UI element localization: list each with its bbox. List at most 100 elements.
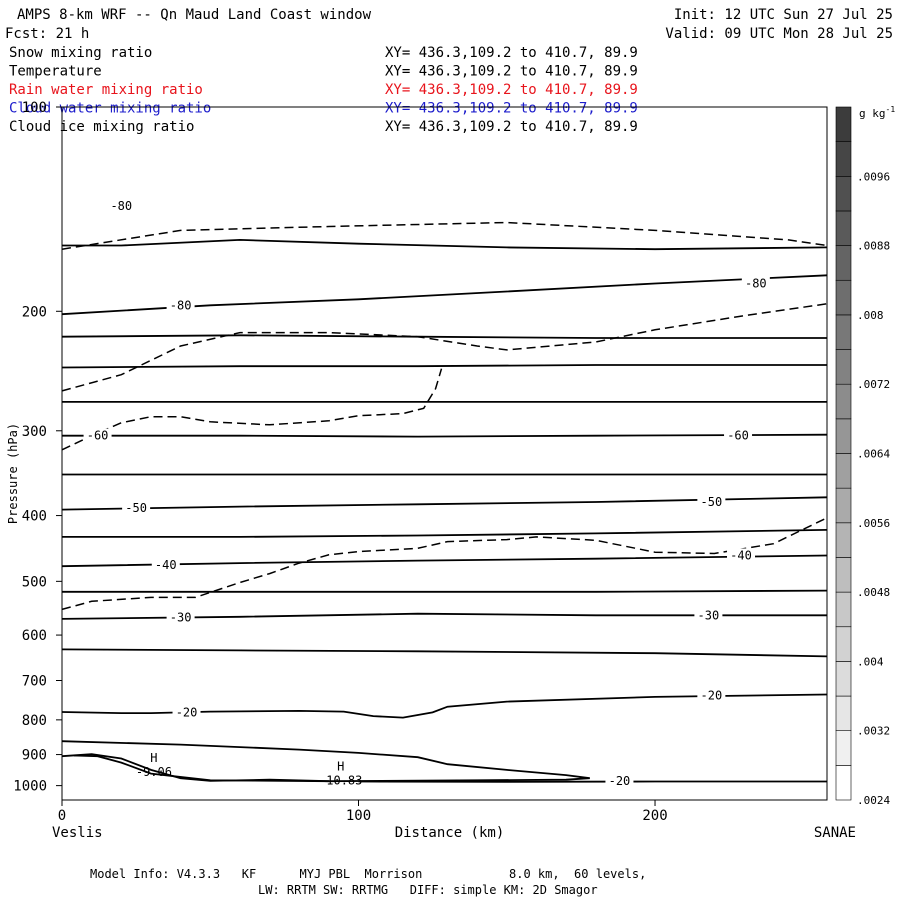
colorbar-swatch	[835, 522, 852, 558]
colorbar-tick-label: .0072	[857, 378, 890, 391]
y-tick-label: 400	[22, 509, 47, 525]
colorbar: .0096 .0088 .008 .0072 .0064 .0056 .0048 .004 .0…	[835, 106, 890, 807]
colorbar-swatch	[835, 418, 852, 454]
snow-contour-snow-top	[61, 221, 828, 250]
colorbar-swatch	[835, 557, 852, 593]
y-tick-label: 700	[22, 674, 47, 690]
contour-label: -20	[176, 705, 198, 719]
colorbar-units: g kg-1	[859, 105, 895, 120]
isotherm-iso-m25	[61, 648, 828, 658]
y-tick-label: 600	[22, 628, 47, 644]
colorbar-swatch	[835, 765, 852, 801]
snow-contour-snow-low	[61, 517, 828, 611]
y-tick-label: 100	[22, 100, 47, 116]
snow-contours	[61, 221, 828, 611]
colorbar-tick-label: .008	[857, 309, 884, 322]
y-tick-label: 500	[22, 574, 47, 590]
y-axis-ticks: 100 200 300 400 500 600 700 800 900 1000	[13, 100, 62, 795]
contour-label-bg	[166, 298, 195, 312]
extremum-symbol: H	[150, 751, 157, 765]
colorbar-swatch	[835, 314, 852, 350]
colorbar-swatch	[835, 279, 852, 316]
x-tick-label: 0	[58, 808, 66, 824]
contour-label: -80	[170, 298, 192, 312]
colorbar-swatch	[835, 695, 852, 731]
forecast-hour: Fcst: 21 h	[5, 26, 89, 42]
contour-label-bg	[166, 610, 195, 624]
contour-label-bg	[727, 548, 756, 562]
isotherm-iso-m15	[61, 740, 590, 783]
legend-label: Snow mixing ratio	[9, 45, 152, 61]
extremum-value: -10.83	[319, 773, 362, 787]
contour-label: -80	[745, 276, 767, 290]
colorbar-swatch	[835, 141, 852, 177]
contour-label-bg	[694, 608, 723, 622]
legend-label: Cloud ice mixing ratio	[9, 119, 194, 135]
contour-label-bg	[697, 495, 726, 509]
contour-label: -30	[698, 608, 720, 622]
colorbar-tick-label: .0048	[857, 586, 890, 599]
contour-label: -40	[155, 558, 177, 572]
field-legend: Snow mixing ratio XY= 436.3,109.2 to 410.…	[9, 45, 638, 135]
colorbar-tick-label: .0064	[857, 448, 890, 461]
model-info-line2: LW: RRTM SW: RRTMG DIFF: simple KM: 2D S…	[258, 883, 598, 897]
contour-label-bg	[605, 773, 634, 787]
colorbar-units-base: g kg	[859, 107, 886, 120]
y-tick-label: 1000	[13, 779, 47, 795]
colorbar-swatch	[835, 626, 852, 662]
contour-labels: -80 -60 -50 -40 -30 -20 -20 -80 -80 -60 -50 -40 -30 -…	[83, 199, 770, 788]
colorbar-tick-label: .0096	[857, 170, 890, 183]
plot-area: -80 -60 -50 -40 -30 -20 -20 -80 -80 -60 -50 -40 -30 -…	[13, 100, 828, 824]
contour-label-bg	[122, 501, 151, 515]
colorbar-tick-label: .0088	[857, 240, 890, 253]
colorbar-swatch	[835, 349, 852, 385]
colorbar-swatch	[835, 245, 852, 281]
contour-label: -60	[727, 429, 749, 443]
colorbar-swatch	[835, 487, 852, 524]
legend-xy: XY= 436.3,109.2 to 410.7, 89.9	[385, 82, 638, 98]
legend-xy: XY= 436.3,109.2 to 410.7, 89.9	[385, 101, 638, 117]
y-axis-label: Pressure (hPa)	[6, 423, 20, 524]
contour-label: -30	[170, 610, 192, 624]
model-info-line1: Model Info: V4.3.3 KF MYJ PBL Morrison 8…	[90, 867, 646, 881]
contour-label-bg	[151, 557, 180, 571]
y-tick-label: 200	[22, 304, 47, 320]
colorbar-swatch	[835, 210, 852, 246]
extremum-symbol: H	[337, 759, 344, 773]
contour-label: -50	[125, 501, 147, 515]
colorbar-tick-label: .0024	[857, 794, 890, 807]
contour-label: -60	[87, 429, 109, 443]
figure-title: AMPS 8-km WRF -- Qn Maud Land Coast wind…	[17, 7, 372, 23]
x-tick-label: 200	[642, 808, 667, 824]
isotherm-iso-m20	[61, 693, 828, 719]
legend-label: Rain water mixing ratio	[9, 82, 203, 98]
legend-xy: XY= 436.3,109.2 to 410.7, 89.9	[385, 64, 638, 80]
colorbar-tick-label: .0056	[857, 517, 890, 530]
colorbar-swatch	[835, 176, 852, 212]
isotherm-iso-m70a	[61, 364, 827, 369]
colorbar-swatch	[835, 106, 852, 142]
isotherm-iso-m45	[62, 529, 828, 538]
colorbar-swatch	[835, 383, 852, 420]
isotherm-iso-m35	[62, 589, 828, 593]
y-tick-label: 800	[22, 713, 47, 729]
isotherm-iso-m50	[61, 496, 828, 511]
colorbar-tick-label: .004	[857, 655, 884, 668]
isotherm-iso-m10	[61, 753, 329, 783]
isotherm-iso-m85a	[62, 238, 828, 251]
isotherm-iso-m60	[62, 433, 828, 438]
init-time: Init: 12 UTC Sun 27 Jul 25	[674, 7, 893, 23]
snow-contour-snow-upper	[61, 303, 828, 392]
contour-label: -80	[110, 199, 132, 213]
colorbar-tick-label: .0032	[857, 725, 890, 738]
contour-label-bg	[697, 688, 726, 702]
x-tick-label: 100	[346, 808, 371, 824]
temperature-contours	[61, 238, 828, 783]
snow-contour-snow-mid	[61, 368, 443, 451]
contour-label: -50	[701, 495, 723, 509]
legend-xy: XY= 436.3,109.2 to 410.7, 89.9	[385, 119, 638, 135]
y-tick-label: 300	[22, 424, 47, 440]
x-axis-left-end-label: Veslis	[52, 825, 103, 841]
colorbar-swatch	[835, 730, 852, 766]
colorbar-swatch	[835, 661, 852, 697]
